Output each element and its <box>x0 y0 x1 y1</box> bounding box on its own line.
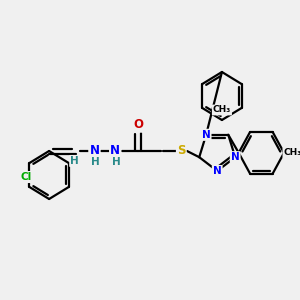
Text: N: N <box>213 166 222 176</box>
Text: Cl: Cl <box>20 172 31 182</box>
Text: N: N <box>110 145 120 158</box>
Text: H: H <box>70 156 79 166</box>
Text: CH₃: CH₃ <box>284 148 300 157</box>
Text: N: N <box>231 152 239 162</box>
Text: S: S <box>177 145 186 158</box>
Text: N: N <box>89 145 99 158</box>
Text: N: N <box>202 130 211 140</box>
Text: CH₃: CH₃ <box>213 106 231 115</box>
Text: H: H <box>112 157 121 167</box>
Text: H: H <box>91 157 100 167</box>
Text: O: O <box>133 118 143 131</box>
